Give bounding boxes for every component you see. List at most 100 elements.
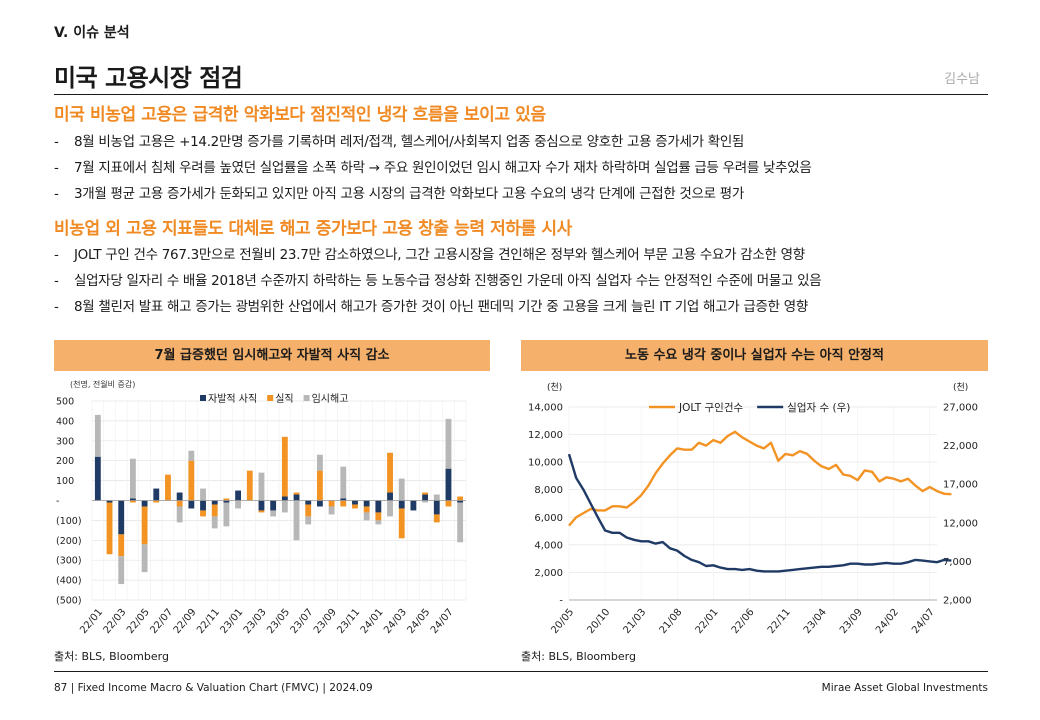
bar-segment — [200, 488, 206, 501]
bar-segment — [433, 494, 440, 501]
bar-segment — [352, 504, 358, 509]
right-y-tick-label: 22,000 — [943, 441, 978, 452]
footer-page-info: 87 | Fixed Income Macro & Valuation Char… — [54, 682, 373, 694]
bar-segment — [293, 492, 300, 495]
bar-segment — [106, 500, 113, 503]
bar-segment — [141, 544, 148, 573]
bar-segment — [398, 508, 405, 539]
bar-segment — [118, 500, 125, 535]
legend-label: 자발적 사직 — [208, 393, 257, 405]
bar-segment — [281, 500, 288, 513]
bar-segment — [270, 510, 277, 517]
bar-segment — [422, 500, 429, 503]
bullet-item: -3개월 평균 고용 증가세가 둔화되고 있지만 아직 고용 시장의 급격한 악… — [54, 182, 744, 202]
chart1-source: 출처: BLS, Bloomberg — [54, 650, 169, 663]
bullet-item: -8월 비농업 고용은 +14.2만명 증가를 기록하며 레저/접객, 헬스케어… — [54, 130, 744, 150]
bar-segment — [363, 512, 370, 521]
left-y-tick-label: 10,000 — [528, 458, 563, 469]
bullet-dash: - — [54, 273, 59, 289]
legend-label: 실업자 수 (우) — [787, 401, 850, 414]
x-tick-label: 24/05 — [405, 607, 432, 636]
legend-label: 실직 — [275, 393, 293, 405]
bar-segment — [270, 500, 277, 511]
x-tick-label: 21/03 — [621, 607, 648, 636]
x-tick-label: 22/09 — [172, 607, 199, 636]
bullet-dash: - — [54, 299, 59, 315]
x-tick-label: 24/01 — [359, 607, 386, 636]
y-tick-label: (200) — [56, 536, 82, 547]
left-y-tick-label: 8,000 — [534, 485, 563, 496]
bar-segment — [293, 500, 300, 541]
x-tick-label: 21/08 — [658, 607, 685, 636]
chart1-header: 7월 급증했던 임시해고와 자발적 사직 감소 — [54, 340, 490, 371]
bullet-text: 8월 비농업 고용은 +14.2만명 증가를 기록하며 레저/접객, 헬스케어/… — [74, 134, 745, 150]
bar-segment — [188, 450, 195, 461]
right-y-tick-label: 7,000 — [943, 557, 972, 568]
bullet-text: 7월 지표에서 침체 우려를 높였던 실업률을 소폭 하락 → 주요 원인이었던… — [74, 160, 812, 176]
x-tick-label: 23/03 — [242, 607, 269, 636]
jolts-openings-line — [568, 430, 952, 527]
page-title: 미국 고용시장 점검 — [54, 64, 243, 92]
bar-segment — [328, 506, 335, 515]
bar-segment — [340, 466, 347, 499]
bar-segment — [281, 496, 288, 501]
bar-segment — [433, 500, 440, 515]
bar-segment — [153, 488, 160, 501]
bar-segment — [94, 456, 101, 501]
bar-segment — [328, 500, 335, 507]
x-tick-label: 22/03 — [102, 607, 129, 636]
right-axis-unit-label: (천) — [953, 382, 968, 393]
right-y-tick-label: 17,000 — [943, 480, 978, 491]
bar-segment — [398, 478, 405, 501]
bar-segment — [258, 510, 265, 513]
bullet-text: 실업자당 일자리 수 배율 2018년 수준까지 하락하는 등 노동수급 정상화… — [74, 273, 822, 289]
legend-swatch — [267, 395, 274, 401]
right-y-tick-label: 27,000 — [943, 403, 978, 414]
heading-nonfarm: 미국 비농업 고용은 급격한 악화보다 점진적인 냉각 흐름을 보이고 있음 — [54, 105, 546, 125]
x-tick-label: 24/07 — [429, 607, 456, 636]
x-tick-label: 23/09 — [312, 607, 339, 636]
bar-segment — [305, 504, 312, 517]
bar-segment — [129, 498, 136, 501]
bar-segment — [387, 452, 393, 493]
bar-segment — [223, 498, 230, 501]
footer-divider — [54, 671, 988, 672]
x-tick-label: 22/07 — [148, 607, 175, 636]
bullet-item: -7월 지표에서 침체 우려를 높였던 실업률을 소폭 하락 → 주요 원인이었… — [54, 156, 812, 176]
bar-segment — [375, 500, 382, 513]
y-tick-label: (500) — [56, 596, 82, 607]
bar-segment — [258, 472, 265, 501]
legend-swatch — [303, 395, 310, 401]
bullet-item: - JOLT 구인 건수 767.3만으로 전월비 23.7만 감소하였으나, 그… — [54, 243, 805, 263]
bar-segment — [387, 500, 393, 517]
y-tick-label: 500 — [56, 397, 74, 408]
bullet-dash: - — [54, 186, 59, 202]
x-tick-label: 22/01 — [78, 607, 105, 636]
unemployed-line — [567, 453, 952, 573]
bullet-text: JOLT 구인 건수 767.3만으로 전월비 23.7만 감소하였으나, 그간… — [74, 247, 805, 263]
bar-segment — [211, 504, 218, 517]
y-tick-label: 300 — [56, 436, 74, 447]
bar-segment — [141, 506, 148, 545]
x-tick-label: 22/06 — [730, 607, 757, 636]
bar-segment — [410, 500, 417, 511]
bar-segment — [211, 500, 218, 505]
x-tick-label: 23/07 — [289, 607, 316, 636]
bar-segment — [340, 498, 347, 501]
bar-segment — [129, 500, 136, 503]
bullet-text: 8월 챌린저 발표 해고 증가는 광범위한 산업에서 해고가 증가한 것이 아닌… — [74, 299, 808, 315]
x-tick-label: 24/02 — [874, 607, 901, 636]
bar-segment — [445, 418, 452, 469]
bullet-text: 3개월 평균 고용 증가세가 둔화되고 있지만 아직 고용 시장의 급격한 악화… — [74, 186, 745, 202]
bar-segment — [235, 490, 242, 501]
bar-segment — [200, 500, 206, 511]
y-tick-label: (100) — [56, 516, 82, 527]
x-tick-label: 22/05 — [125, 607, 152, 636]
bar-segment — [176, 500, 183, 507]
section-label: V. 이슈 분석 — [54, 25, 130, 41]
bar-segment — [387, 492, 393, 501]
bar-segment — [118, 534, 125, 557]
title-divider — [54, 94, 988, 95]
bar-segment — [457, 496, 464, 501]
y-tick-label: 400 — [56, 416, 74, 427]
